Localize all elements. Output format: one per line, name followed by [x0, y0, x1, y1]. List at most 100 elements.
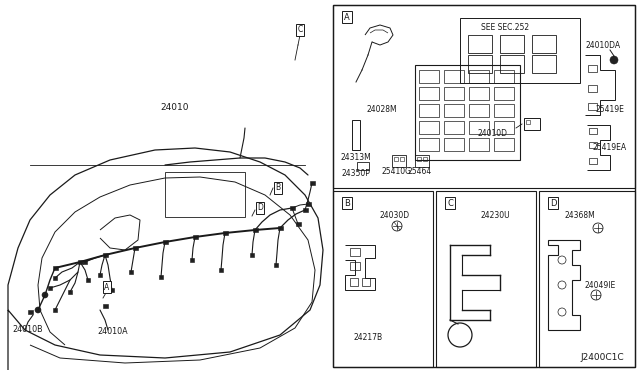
Bar: [352, 120, 360, 150]
Text: 25464: 25464: [408, 167, 432, 176]
Bar: [444, 87, 464, 100]
Text: A: A: [344, 13, 350, 22]
Bar: [52, 276, 57, 280]
Bar: [98, 273, 102, 277]
Text: D: D: [550, 199, 556, 208]
Bar: [494, 87, 514, 100]
Bar: [52, 308, 57, 312]
Text: 24368M: 24368M: [564, 211, 595, 219]
Bar: [589, 158, 597, 164]
Bar: [159, 275, 163, 279]
Bar: [250, 253, 254, 257]
Bar: [419, 121, 439, 134]
Bar: [357, 162, 369, 170]
Bar: [193, 235, 198, 239]
Bar: [415, 155, 429, 167]
Circle shape: [42, 292, 48, 298]
Bar: [539, 191, 635, 367]
Bar: [350, 278, 358, 286]
Text: A: A: [104, 282, 109, 292]
Bar: [289, 206, 294, 210]
Bar: [436, 191, 536, 367]
Bar: [419, 138, 439, 151]
Text: 24313M: 24313M: [340, 154, 371, 163]
Bar: [469, 70, 489, 83]
Text: B: B: [275, 183, 280, 192]
Bar: [419, 87, 439, 100]
Bar: [278, 226, 282, 230]
Bar: [305, 202, 310, 206]
Text: 24217B: 24217B: [353, 334, 383, 343]
Bar: [419, 70, 439, 83]
Text: D: D: [257, 203, 263, 212]
Bar: [296, 222, 301, 226]
Bar: [350, 248, 360, 256]
Bar: [468, 55, 492, 73]
Bar: [253, 228, 257, 232]
Bar: [109, 288, 115, 292]
Text: 24010A: 24010A: [98, 327, 128, 337]
Bar: [333, 5, 635, 188]
Bar: [588, 103, 597, 110]
Bar: [86, 278, 90, 282]
Circle shape: [610, 56, 618, 64]
Bar: [494, 138, 514, 151]
Bar: [48, 286, 52, 290]
Bar: [444, 70, 464, 83]
Bar: [392, 155, 406, 167]
Bar: [219, 268, 223, 272]
Bar: [444, 138, 464, 151]
Circle shape: [35, 307, 41, 313]
Text: J2400C1C: J2400C1C: [580, 353, 624, 362]
Bar: [28, 310, 33, 314]
Bar: [132, 246, 138, 250]
Bar: [165, 172, 245, 217]
Bar: [274, 263, 278, 267]
Bar: [415, 65, 520, 160]
Bar: [189, 258, 195, 262]
Bar: [469, 104, 489, 117]
Bar: [350, 262, 360, 270]
Bar: [83, 260, 87, 264]
Bar: [494, 104, 514, 117]
Bar: [469, 87, 489, 100]
Bar: [500, 35, 524, 53]
Bar: [68, 290, 72, 294]
Bar: [419, 104, 439, 117]
Text: 24030D: 24030D: [380, 211, 410, 219]
Text: 24028M: 24028M: [367, 106, 397, 115]
Bar: [102, 304, 108, 308]
Bar: [494, 70, 514, 83]
Bar: [500, 55, 524, 73]
Bar: [460, 18, 580, 83]
Bar: [494, 121, 514, 134]
Bar: [469, 138, 489, 151]
Bar: [532, 55, 556, 73]
Text: C: C: [447, 199, 453, 208]
Bar: [417, 157, 421, 161]
Bar: [77, 260, 83, 264]
Bar: [333, 5, 635, 367]
Bar: [588, 85, 597, 92]
Text: 25410G: 25410G: [382, 167, 412, 176]
Text: C: C: [298, 26, 303, 35]
Text: 24010D: 24010D: [477, 128, 507, 138]
Bar: [333, 191, 433, 367]
Bar: [444, 104, 464, 117]
Bar: [163, 240, 168, 244]
Bar: [468, 35, 492, 53]
Text: 25419EA: 25419EA: [593, 144, 627, 153]
Bar: [129, 270, 133, 274]
Text: 25419E: 25419E: [596, 106, 625, 115]
Text: 24230U: 24230U: [480, 211, 510, 219]
Text: 24350P: 24350P: [342, 169, 371, 177]
Bar: [423, 157, 427, 161]
Bar: [102, 253, 108, 257]
Bar: [444, 121, 464, 134]
Bar: [310, 181, 314, 185]
Bar: [400, 157, 404, 161]
Text: 24010DA: 24010DA: [586, 41, 621, 49]
Bar: [52, 266, 58, 270]
Bar: [526, 120, 530, 124]
Text: 24049IE: 24049IE: [584, 280, 616, 289]
